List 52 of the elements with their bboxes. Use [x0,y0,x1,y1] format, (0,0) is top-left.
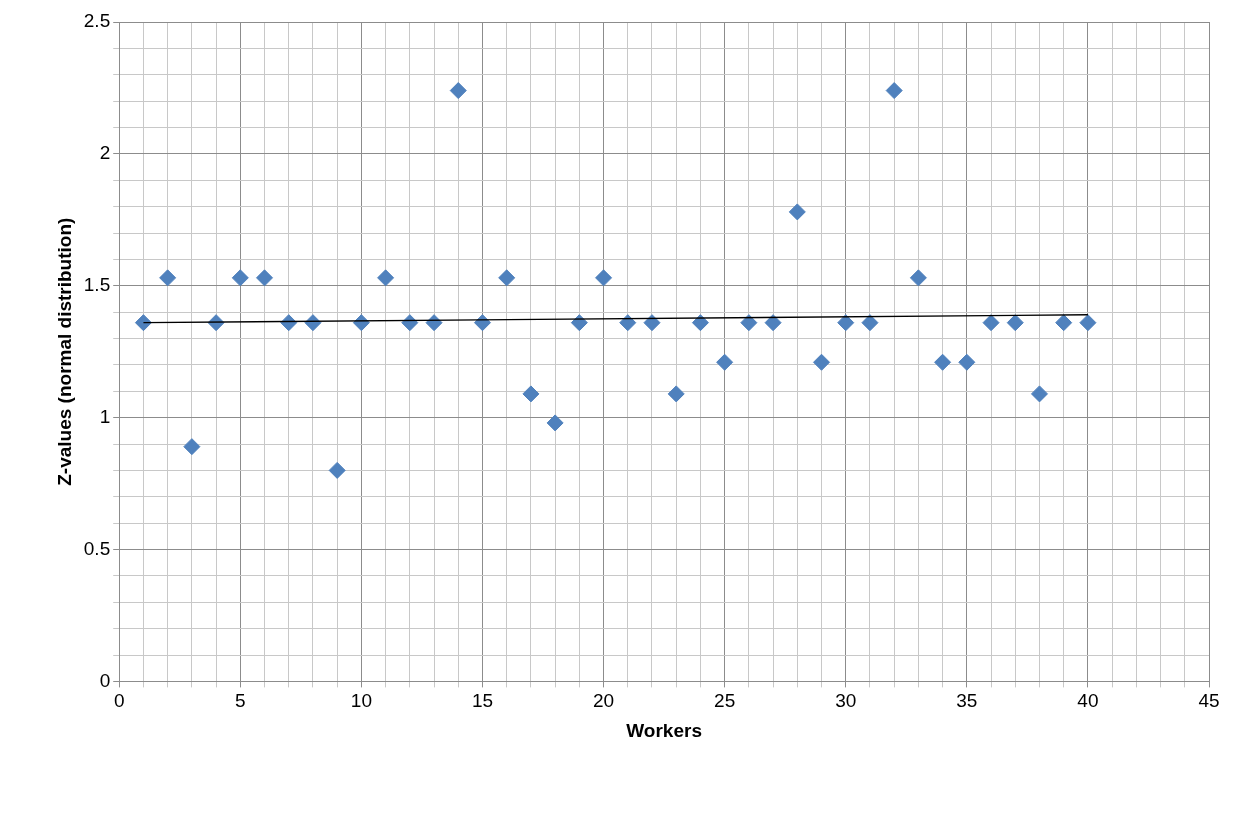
x-axis-title: Workers [626,719,702,741]
point [425,314,443,332]
y-tick-label: 1.5 [83,273,111,295]
x-tick-label: 20 [592,690,615,712]
x-tick-label: 40 [1077,690,1099,712]
point [1079,314,1097,332]
point [1055,314,1073,332]
point [837,314,855,332]
point [328,461,346,479]
y-tick-label: 2 [99,142,111,164]
point [134,314,152,332]
point [958,353,976,371]
x-tick-label: 15 [471,690,494,712]
y-tick-label: 2.5 [83,10,111,32]
point [740,314,758,332]
point [813,353,831,371]
point [619,314,637,332]
x-tick-label: 45 [1198,690,1220,712]
point [449,82,467,100]
point [1030,385,1048,403]
point [716,353,734,371]
point [522,385,540,403]
x-tick-label: 35 [956,690,978,712]
x-tick-label: 10 [350,690,372,712]
point [885,82,903,100]
point [861,314,879,332]
point [764,314,782,332]
point [498,269,516,287]
point [982,314,1000,332]
y-tick-label: 0 [99,669,111,691]
x-tick-label: 25 [714,690,736,712]
x-tick-label: 5 [235,690,246,712]
point [401,314,419,332]
point [643,314,661,332]
y-tick-label: 1 [99,405,111,427]
point [183,438,201,456]
y-tick-label: 0.5 [83,537,111,559]
point [1006,314,1024,332]
point [377,269,395,287]
point [546,414,564,432]
y-axis-title: Z-values (normal distribution) [53,217,75,486]
point [256,269,274,287]
x-tick-label: 30 [835,690,857,712]
point [231,269,249,287]
point [909,269,927,287]
point [691,314,709,332]
point [667,385,685,403]
x-tick-label: 0 [113,690,125,712]
point [788,203,806,221]
point [595,269,613,287]
point [159,269,177,287]
point [934,353,952,371]
